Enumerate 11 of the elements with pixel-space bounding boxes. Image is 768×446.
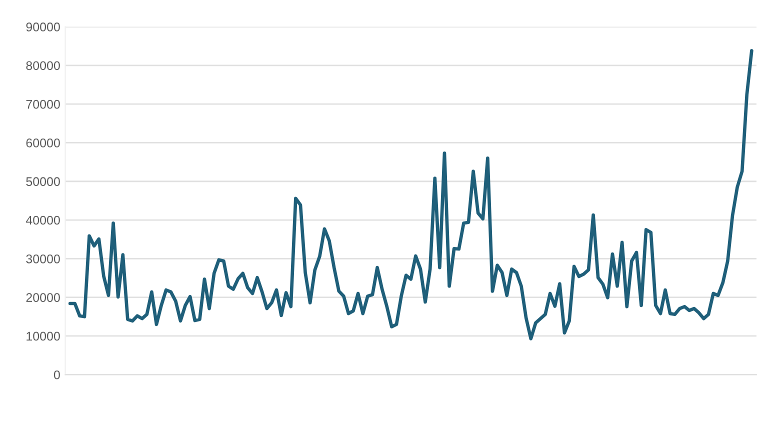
y-tick-label: 20000 [26, 293, 60, 302]
y-tick-label: 90000 [26, 22, 60, 32]
y-tick-label: 30000 [26, 254, 60, 264]
y-tick-label: 70000 [26, 100, 60, 109]
y-tick-label: 0 [54, 370, 60, 380]
y-tick-label: 50000 [26, 177, 60, 186]
y-tick-label: 60000 [26, 138, 60, 148]
y-tick-label: 80000 [26, 61, 60, 70]
y-tick-label: 10000 [26, 332, 60, 341]
y-tick-label: 40000 [26, 216, 60, 225]
line-series [68, 49, 754, 340]
